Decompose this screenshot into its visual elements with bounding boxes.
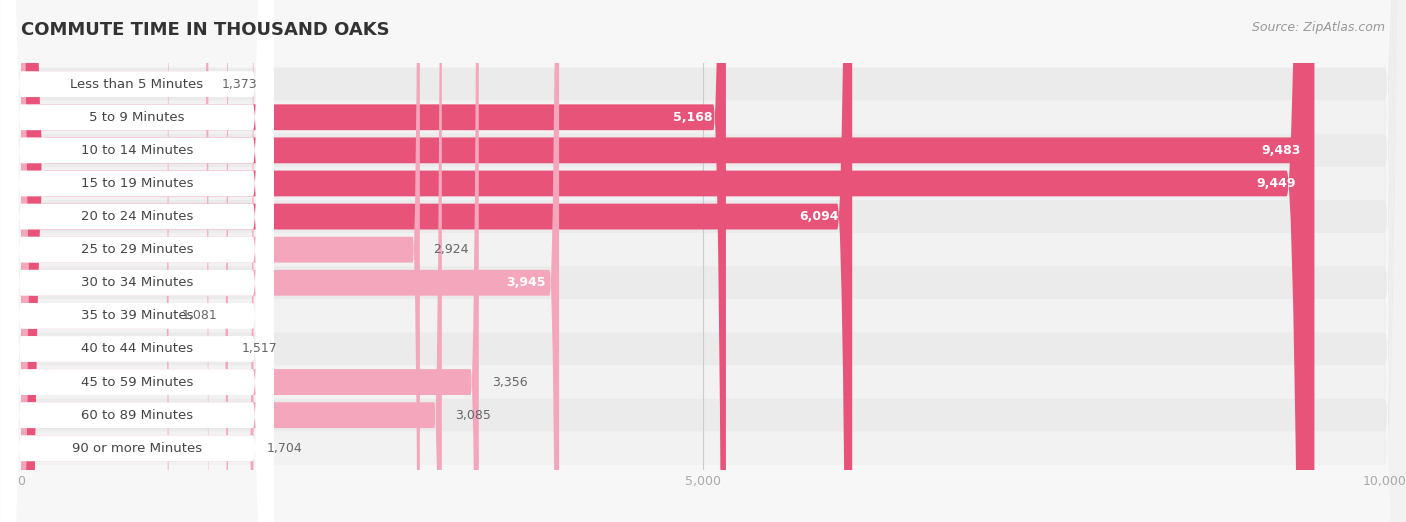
FancyBboxPatch shape	[0, 0, 273, 522]
Text: 9,483: 9,483	[1261, 144, 1301, 157]
FancyBboxPatch shape	[21, 0, 253, 522]
Text: Source: ZipAtlas.com: Source: ZipAtlas.com	[1251, 21, 1385, 34]
FancyBboxPatch shape	[21, 0, 228, 522]
FancyBboxPatch shape	[21, 0, 852, 522]
Text: 3,356: 3,356	[492, 375, 529, 388]
Text: 3,945: 3,945	[506, 276, 546, 289]
Text: 20 to 24 Minutes: 20 to 24 Minutes	[80, 210, 193, 223]
Text: 90 or more Minutes: 90 or more Minutes	[72, 442, 202, 455]
FancyBboxPatch shape	[21, 0, 441, 522]
FancyBboxPatch shape	[21, 0, 1310, 522]
FancyBboxPatch shape	[21, 0, 169, 522]
FancyBboxPatch shape	[0, 0, 273, 522]
Text: 30 to 34 Minutes: 30 to 34 Minutes	[80, 276, 193, 289]
Text: 1,704: 1,704	[267, 442, 302, 455]
FancyBboxPatch shape	[0, 0, 273, 522]
FancyBboxPatch shape	[0, 0, 273, 522]
FancyBboxPatch shape	[0, 0, 273, 522]
FancyBboxPatch shape	[0, 0, 273, 522]
Text: 40 to 44 Minutes: 40 to 44 Minutes	[82, 342, 193, 355]
FancyBboxPatch shape	[0, 0, 273, 522]
Text: 9,449: 9,449	[1257, 177, 1296, 190]
Text: 35 to 39 Minutes: 35 to 39 Minutes	[80, 310, 193, 323]
Text: 45 to 59 Minutes: 45 to 59 Minutes	[80, 375, 193, 388]
Text: COMMUTE TIME IN THOUSAND OAKS: COMMUTE TIME IN THOUSAND OAKS	[21, 21, 389, 39]
Text: Less than 5 Minutes: Less than 5 Minutes	[70, 78, 204, 91]
Text: 5 to 9 Minutes: 5 to 9 Minutes	[89, 111, 184, 124]
FancyBboxPatch shape	[21, 0, 208, 522]
Text: 1,373: 1,373	[222, 78, 257, 91]
Text: 1,517: 1,517	[242, 342, 277, 355]
Text: 3,085: 3,085	[456, 409, 491, 422]
FancyBboxPatch shape	[0, 0, 273, 522]
Text: 15 to 19 Minutes: 15 to 19 Minutes	[80, 177, 193, 190]
FancyBboxPatch shape	[21, 0, 560, 522]
FancyBboxPatch shape	[21, 0, 420, 522]
Text: 25 to 29 Minutes: 25 to 29 Minutes	[80, 243, 193, 256]
Text: 10 to 14 Minutes: 10 to 14 Minutes	[80, 144, 193, 157]
Text: 1,081: 1,081	[183, 310, 218, 323]
FancyBboxPatch shape	[21, 0, 725, 522]
FancyBboxPatch shape	[0, 0, 273, 522]
Text: 6,094: 6,094	[799, 210, 838, 223]
FancyBboxPatch shape	[21, 0, 479, 522]
Text: 5,168: 5,168	[673, 111, 713, 124]
FancyBboxPatch shape	[0, 0, 273, 522]
FancyBboxPatch shape	[21, 0, 1315, 522]
FancyBboxPatch shape	[0, 0, 273, 522]
Text: 2,924: 2,924	[433, 243, 470, 256]
FancyBboxPatch shape	[0, 0, 273, 522]
Text: 60 to 89 Minutes: 60 to 89 Minutes	[82, 409, 193, 422]
